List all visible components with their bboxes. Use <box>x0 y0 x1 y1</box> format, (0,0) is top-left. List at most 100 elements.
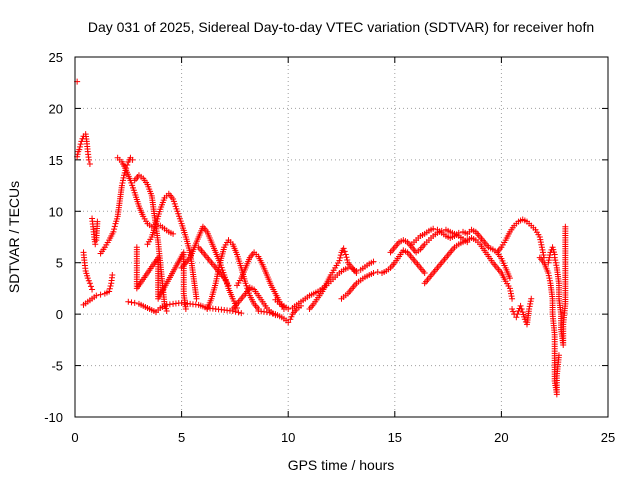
data-point <box>163 301 170 308</box>
data-point <box>545 270 552 276</box>
series-low-band <box>421 235 516 302</box>
series-late-drop-a <box>536 254 562 398</box>
data-point <box>97 291 104 298</box>
data-point <box>84 275 91 282</box>
data-point <box>341 248 348 255</box>
data-point <box>526 306 533 312</box>
data-point <box>87 283 94 290</box>
series-dip-around-10 <box>255 302 304 326</box>
series-track-d <box>144 190 200 302</box>
x-tick-label: 0 <box>71 430 78 445</box>
series-late-cluster <box>509 295 535 328</box>
data-point <box>527 298 534 305</box>
data-point <box>225 282 232 289</box>
y-tick-label: 10 <box>49 204 63 219</box>
data-point <box>120 174 127 181</box>
series-rise-b <box>306 245 360 312</box>
series-late-peak <box>494 216 548 261</box>
data-point <box>193 295 200 302</box>
data-point <box>370 270 377 276</box>
data-point <box>128 299 135 306</box>
data-point <box>506 275 513 282</box>
data-point <box>546 252 553 258</box>
x-tick-label: 20 <box>494 430 508 445</box>
series-early-hump <box>74 131 93 167</box>
data-point <box>545 272 552 279</box>
data-point <box>94 218 101 225</box>
series-rise-c <box>338 247 428 302</box>
y-tick-label: -5 <box>51 359 63 374</box>
data-point <box>528 295 535 302</box>
series-vertical-drops <box>133 244 189 312</box>
data-point <box>119 177 126 184</box>
data-point <box>509 306 516 312</box>
data-point <box>125 298 132 305</box>
data-point <box>455 229 462 236</box>
series-early-rise <box>80 272 116 308</box>
data-point <box>506 285 513 292</box>
data-point <box>337 254 344 261</box>
data-point <box>508 293 515 300</box>
data-point <box>110 228 117 235</box>
data-point <box>106 288 113 295</box>
y-tick-label: -10 <box>44 410 63 425</box>
series-upper-band <box>408 225 513 282</box>
data-point <box>343 254 350 261</box>
data-point <box>285 319 292 326</box>
data-point <box>546 275 553 282</box>
data-point <box>517 302 524 309</box>
x-axis-title: GPS time / hours <box>288 457 395 473</box>
series-late-drop-b <box>551 223 569 348</box>
data-point <box>370 258 377 265</box>
data-point <box>119 180 126 186</box>
data-point <box>537 239 544 246</box>
x-tick-label: 5 <box>178 430 185 445</box>
series-early-drop <box>80 249 96 293</box>
data-point <box>526 303 533 310</box>
data-point <box>514 311 521 318</box>
series-late-bump <box>545 244 558 266</box>
data-point <box>336 257 343 264</box>
grid-layer <box>75 57 608 417</box>
data-point <box>518 306 525 312</box>
data-point <box>287 316 294 323</box>
data-point <box>510 308 517 315</box>
y-tick-label: 15 <box>49 153 63 168</box>
data-point <box>552 259 559 266</box>
data-point <box>540 252 547 258</box>
data-point <box>235 309 242 316</box>
data-point <box>266 309 273 316</box>
data-point <box>342 251 349 258</box>
data-point <box>76 143 83 150</box>
data-point <box>536 234 543 240</box>
data-point <box>92 241 99 248</box>
data-point <box>269 310 276 317</box>
data-point <box>109 272 116 279</box>
y-tick-label: 0 <box>56 307 63 322</box>
data-point <box>509 295 516 302</box>
data-point <box>545 259 552 266</box>
data-point <box>551 251 558 258</box>
data-point <box>166 301 173 308</box>
data-point <box>163 308 170 315</box>
marks-layer <box>74 78 569 398</box>
data-point <box>85 156 92 163</box>
data-point <box>182 306 189 312</box>
data-point <box>515 308 522 315</box>
data-point <box>86 160 93 167</box>
x-tick-label: 15 <box>388 430 402 445</box>
data-point <box>170 230 177 237</box>
data-point <box>285 306 292 312</box>
x-tick-label: 25 <box>601 430 615 445</box>
data-point <box>89 286 96 293</box>
data-point <box>78 138 85 145</box>
data-point <box>527 300 534 307</box>
data-point <box>232 308 239 315</box>
data-point <box>374 268 381 275</box>
data-point <box>553 262 560 269</box>
data-point <box>507 290 514 297</box>
data-point <box>86 280 93 287</box>
data-point <box>546 277 553 284</box>
series-track-b <box>114 154 177 237</box>
